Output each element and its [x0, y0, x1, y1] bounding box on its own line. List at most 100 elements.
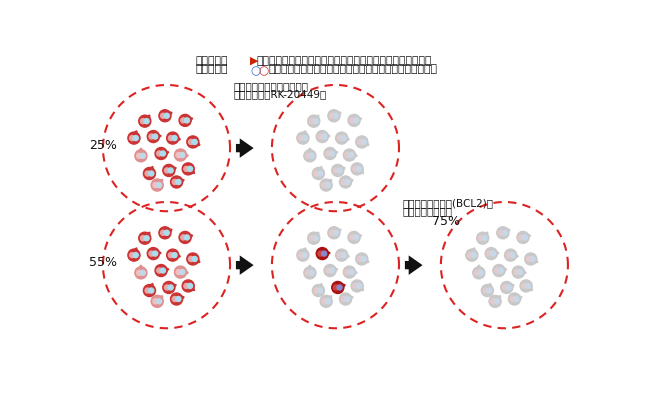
FancyArrow shape: [346, 137, 350, 141]
Circle shape: [162, 282, 175, 294]
FancyArrow shape: [360, 170, 363, 173]
Text: に重要と見出した一つの異常を断ち切ることで、他に複数の: に重要と見出した一つの異常を断ち切ることで、他に複数の: [256, 56, 432, 66]
Circle shape: [166, 132, 179, 144]
FancyArrow shape: [358, 117, 361, 121]
FancyArrow shape: [177, 254, 181, 258]
Circle shape: [320, 295, 332, 307]
Circle shape: [161, 268, 166, 273]
Circle shape: [318, 134, 323, 139]
Circle shape: [302, 136, 307, 141]
Circle shape: [328, 110, 340, 122]
Text: 25%: 25%: [89, 139, 117, 152]
Text: 標的に細胞死誘導: 標的に細胞死誘導: [403, 206, 453, 216]
Circle shape: [497, 227, 509, 239]
Circle shape: [356, 284, 361, 288]
Circle shape: [176, 152, 181, 158]
Circle shape: [187, 284, 192, 288]
Circle shape: [350, 235, 355, 240]
Circle shape: [322, 251, 327, 256]
FancyArrow shape: [337, 229, 341, 233]
Circle shape: [313, 119, 318, 124]
Circle shape: [297, 132, 309, 144]
Circle shape: [506, 285, 511, 290]
Circle shape: [148, 130, 159, 142]
Circle shape: [491, 299, 496, 304]
Circle shape: [153, 251, 158, 256]
FancyArrow shape: [328, 296, 332, 300]
FancyArrow shape: [523, 270, 526, 274]
Circle shape: [500, 282, 513, 294]
FancyArrow shape: [166, 268, 169, 272]
Circle shape: [333, 230, 338, 235]
FancyArrow shape: [307, 265, 312, 268]
Circle shape: [184, 284, 189, 288]
Circle shape: [140, 153, 146, 158]
Circle shape: [149, 134, 154, 139]
Circle shape: [343, 149, 356, 161]
FancyArrow shape: [350, 179, 353, 183]
Circle shape: [140, 270, 146, 275]
Circle shape: [350, 118, 355, 123]
Circle shape: [510, 253, 515, 258]
Circle shape: [333, 168, 339, 173]
Circle shape: [466, 249, 478, 261]
Circle shape: [476, 232, 489, 244]
FancyArrowPatch shape: [405, 256, 422, 275]
Circle shape: [522, 235, 527, 240]
Circle shape: [504, 249, 517, 261]
Circle shape: [159, 110, 171, 122]
Circle shape: [356, 136, 368, 148]
FancyArrow shape: [185, 153, 188, 158]
Circle shape: [358, 140, 363, 144]
FancyArrow shape: [527, 234, 530, 238]
FancyArrow shape: [318, 166, 322, 170]
Circle shape: [187, 166, 192, 172]
Circle shape: [356, 166, 361, 172]
Circle shape: [170, 176, 183, 188]
Circle shape: [129, 136, 135, 141]
Circle shape: [341, 180, 346, 184]
Circle shape: [174, 149, 187, 161]
Circle shape: [144, 236, 149, 241]
Circle shape: [309, 236, 315, 241]
FancyArrow shape: [342, 284, 345, 288]
Circle shape: [176, 270, 181, 274]
Circle shape: [161, 230, 166, 235]
FancyArrow shape: [334, 268, 338, 272]
Circle shape: [348, 114, 360, 126]
Text: 55%: 55%: [89, 256, 117, 269]
FancyArrow shape: [327, 134, 330, 138]
Circle shape: [309, 270, 314, 275]
Circle shape: [174, 266, 187, 278]
Circle shape: [179, 232, 191, 244]
FancyArrow shape: [315, 115, 318, 119]
Circle shape: [187, 136, 199, 148]
Circle shape: [493, 264, 505, 276]
Circle shape: [483, 288, 488, 293]
Circle shape: [512, 266, 525, 278]
FancyArrow shape: [146, 232, 150, 236]
FancyArrow shape: [346, 254, 350, 258]
Circle shape: [168, 136, 174, 141]
FancyArrow shape: [360, 287, 363, 290]
Circle shape: [522, 284, 527, 288]
FancyArrow shape: [134, 131, 138, 134]
Circle shape: [153, 299, 158, 304]
Circle shape: [489, 295, 501, 307]
Circle shape: [153, 182, 158, 188]
Circle shape: [157, 182, 162, 188]
Circle shape: [144, 284, 155, 296]
Circle shape: [144, 119, 149, 124]
Circle shape: [487, 288, 491, 293]
Circle shape: [337, 136, 343, 141]
FancyArrow shape: [173, 167, 176, 171]
Circle shape: [361, 140, 366, 144]
Circle shape: [155, 148, 167, 160]
Circle shape: [519, 235, 524, 240]
Circle shape: [145, 288, 150, 293]
Circle shape: [324, 148, 336, 160]
Circle shape: [302, 253, 307, 258]
Circle shape: [168, 285, 173, 290]
Circle shape: [149, 288, 154, 293]
FancyArrow shape: [146, 115, 150, 119]
